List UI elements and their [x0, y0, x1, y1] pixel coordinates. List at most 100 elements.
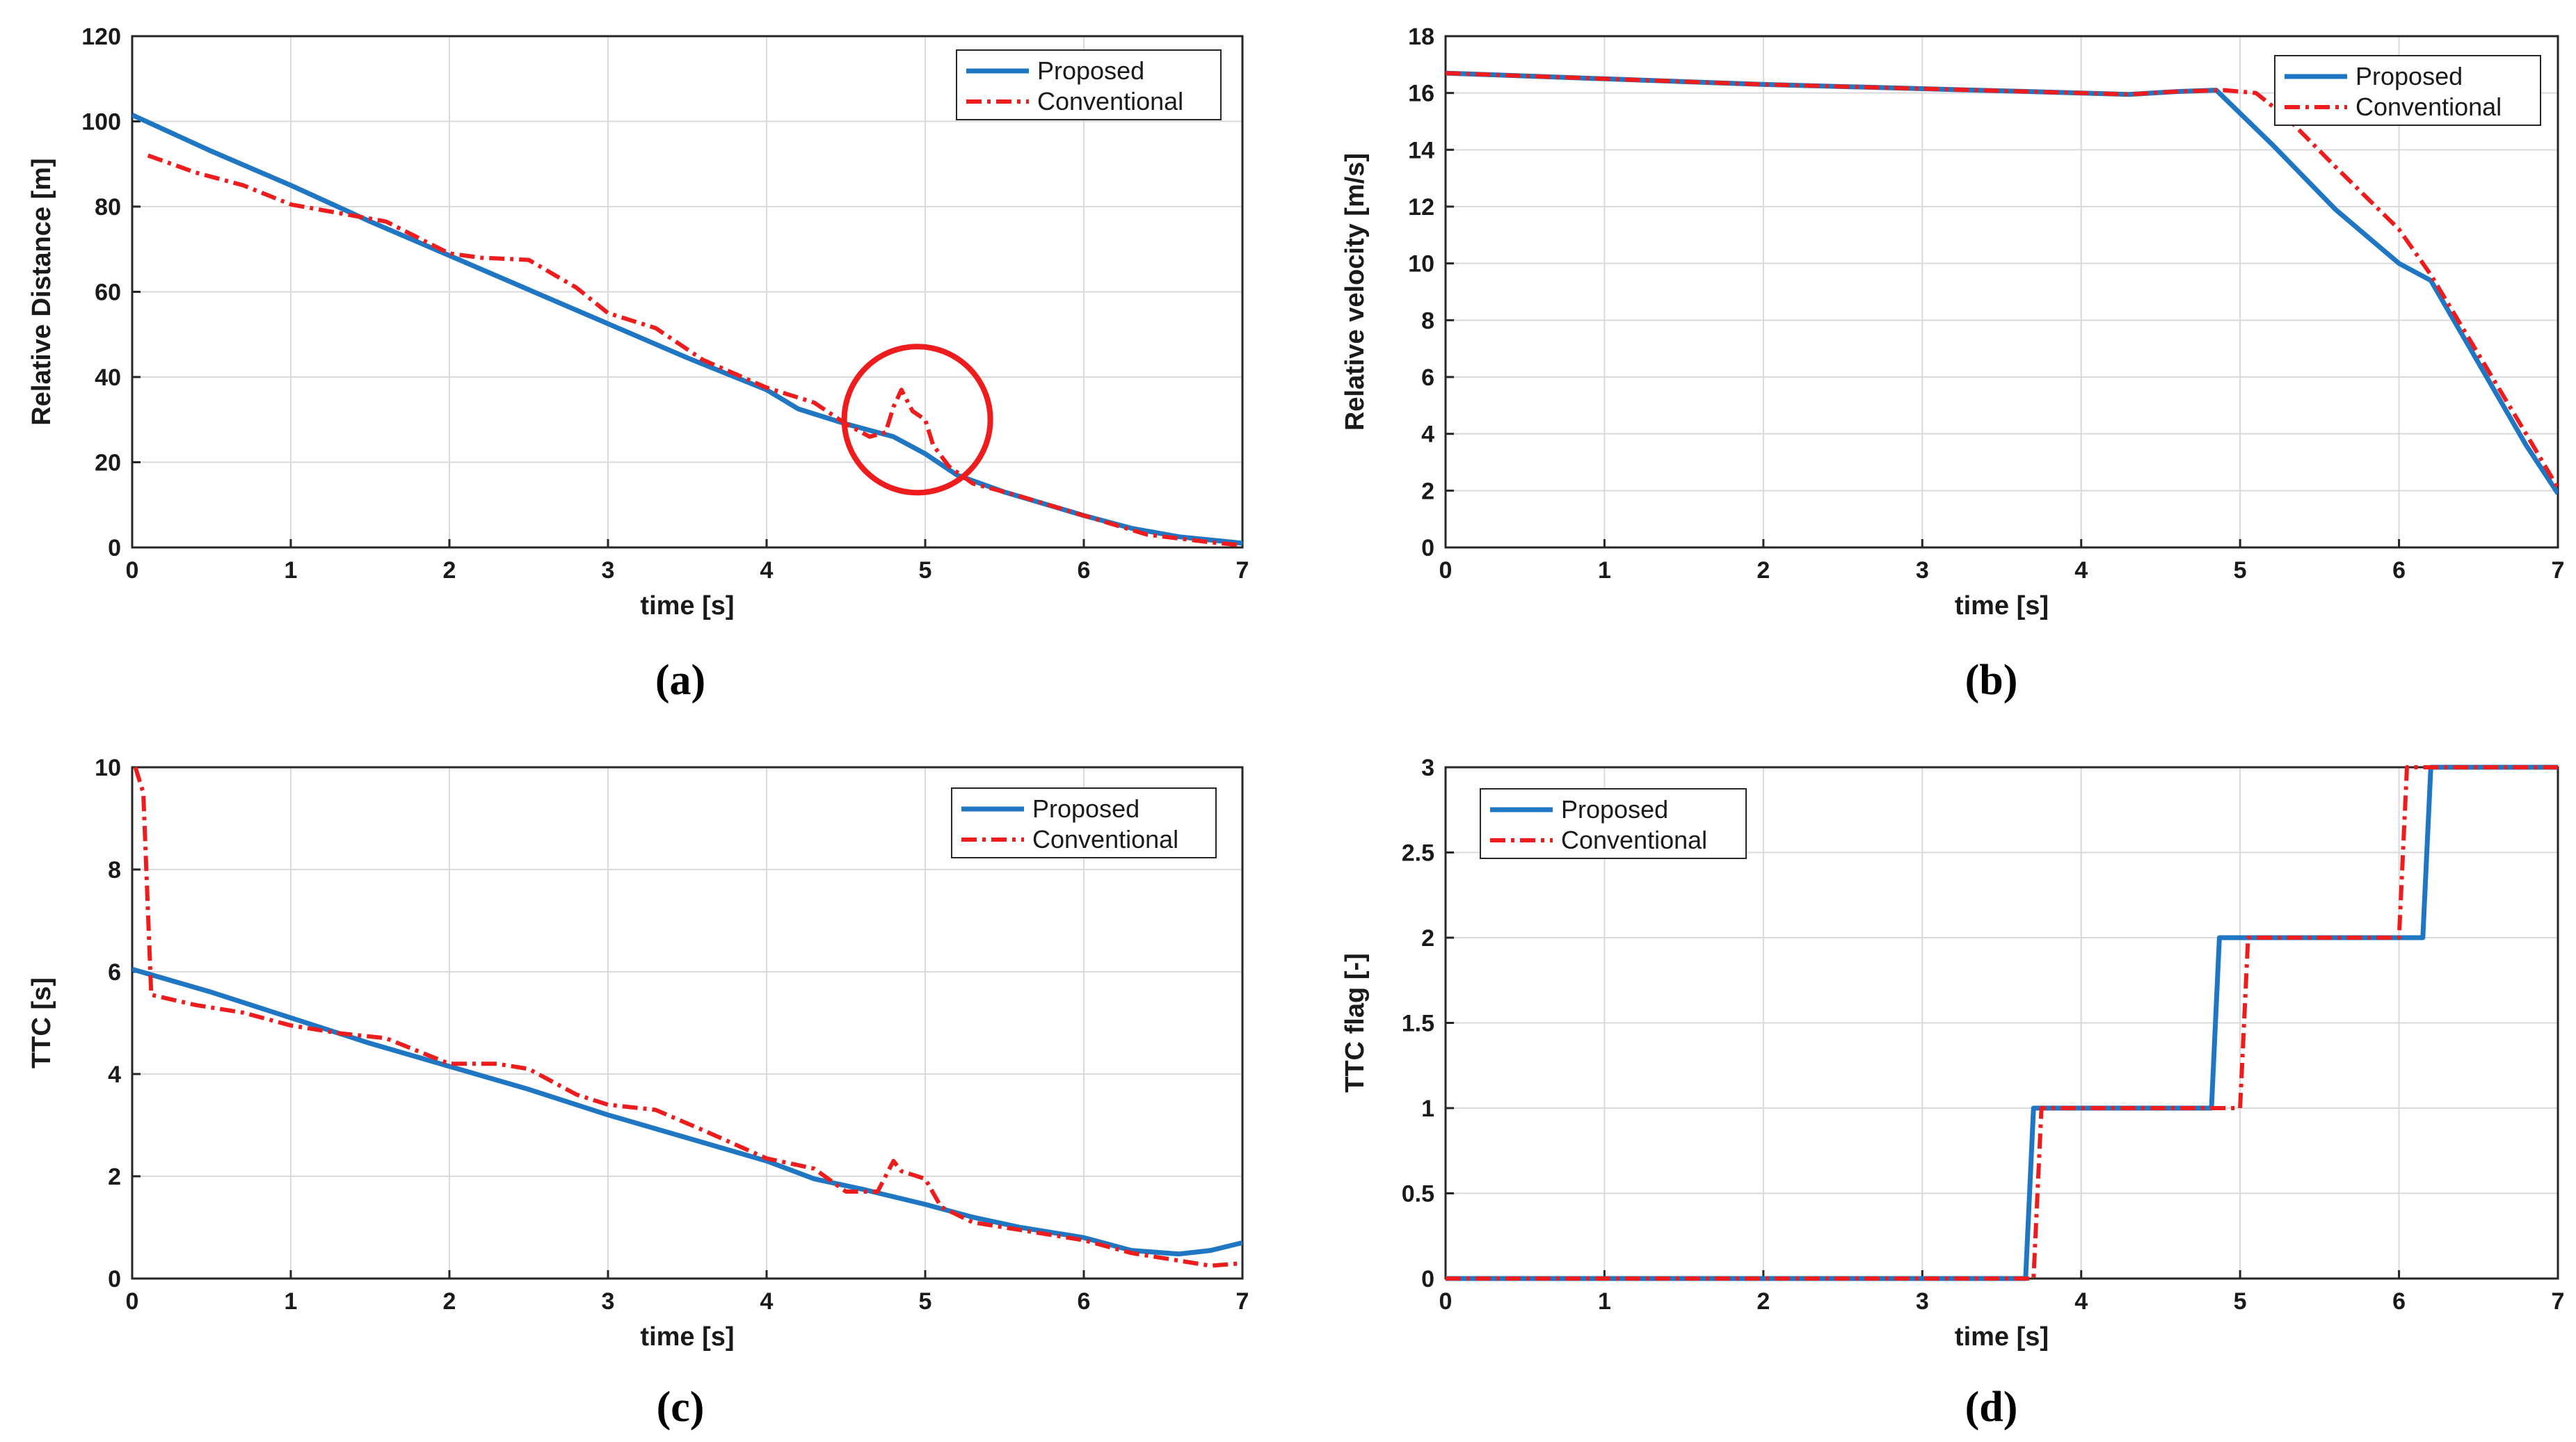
- x-tick-label: 4: [760, 557, 774, 584]
- x-tick-label: 7: [1236, 1288, 1249, 1315]
- panel-caption: (b): [1965, 657, 2018, 704]
- legend-label-conventional: Conventional: [2355, 93, 2502, 121]
- y-tick-label: 1.5: [1402, 1011, 1434, 1037]
- y-tick-label: 40: [95, 364, 121, 391]
- x-tick-label: 0: [1439, 1288, 1453, 1315]
- y-axis-label: TTC flag [-]: [1341, 953, 1370, 1093]
- legend-label-conventional: Conventional: [1032, 825, 1178, 854]
- y-tick-label: 3: [1421, 755, 1434, 781]
- panel-c: 0 1 2 3 4 5 6 7 0 2 4 6 8 10 time [s] TTC [s] ProposedCo…: [27, 755, 1249, 1431]
- legend-box: [951, 787, 1217, 858]
- y-tick-label: 120: [81, 24, 121, 50]
- panel-caption: (a): [655, 657, 705, 704]
- x-tick-label: 4: [2074, 1288, 2088, 1315]
- y-tick-label: 1: [1421, 1096, 1434, 1122]
- panel-caption: (d): [1965, 1384, 2018, 1431]
- series-line-proposed: [1446, 764, 2558, 1281]
- y-tick-label: 4: [1421, 422, 1434, 448]
- y-tick-label: 10: [1408, 251, 1434, 278]
- y-tick-label: 20: [95, 450, 121, 476]
- y-tick-label: 0: [108, 535, 121, 561]
- x-tick-label: 3: [602, 557, 615, 584]
- x-tick-label: 2: [1757, 1288, 1770, 1315]
- y-tick-label: 60: [95, 280, 121, 306]
- legend-box: [956, 49, 1222, 120]
- series-line-conventional: [1446, 71, 2558, 489]
- y-tick-label: 100: [81, 109, 121, 136]
- y-tick-label: 8: [1421, 307, 1434, 334]
- panel-d: 0 1 2 3 4 5 6 7 0 0.5 1 1.5 2 2.5 3 time [s] TTC flag [-…: [1341, 755, 2564, 1431]
- series-line-proposed: [132, 966, 1242, 1257]
- y-tick-label: 0: [1421, 1266, 1434, 1292]
- x-axis-label: time [s]: [1955, 1322, 2049, 1352]
- x-tick-label: 3: [1916, 557, 1929, 584]
- x-tick-label: 4: [760, 1288, 774, 1315]
- y-tick-label: 0: [1421, 535, 1434, 561]
- x-tick-label: 0: [126, 557, 139, 584]
- y-tick-label: 2: [1421, 478, 1434, 504]
- legend-label-proposed: Proposed: [1561, 795, 1668, 824]
- legend-label-proposed: Proposed: [1032, 794, 1139, 823]
- y-axis-label: Relative Distance [m]: [27, 158, 56, 425]
- panel-caption: (c): [657, 1384, 705, 1431]
- x-tick-label: 4: [2074, 557, 2088, 584]
- x-tick-label: 5: [919, 557, 932, 584]
- x-tick-label: 3: [1916, 1288, 1929, 1315]
- series-line-conventional: [147, 153, 1242, 547]
- x-tick-label: 6: [2392, 557, 2406, 584]
- y-tick-label: 12: [1408, 194, 1434, 221]
- y-tick-label: 14: [1408, 137, 1434, 163]
- x-tick-label: 1: [285, 557, 298, 584]
- series-line-conventional: [1446, 765, 2558, 1281]
- legend-box: [1480, 788, 1747, 859]
- axes-frame: [1444, 35, 2559, 549]
- axes-frame: [131, 766, 1244, 1280]
- legend-label-proposed: Proposed: [1037, 56, 1144, 85]
- y-tick-label: 0.5: [1402, 1181, 1434, 1208]
- x-tick-label: 5: [919, 1288, 932, 1315]
- x-tick-label: 2: [1757, 557, 1770, 584]
- x-tick-label: 1: [285, 1288, 298, 1315]
- x-axis-label: time [s]: [640, 591, 734, 620]
- x-tick-label: 1: [1598, 1288, 1611, 1315]
- y-tick-label: 18: [1408, 24, 1434, 50]
- y-tick-label: 8: [108, 857, 121, 883]
- y-tick-label: 2: [108, 1164, 121, 1190]
- y-axis-label: Relative velocity [m/s]: [1341, 153, 1370, 431]
- x-tick-label: 6: [1078, 557, 1091, 584]
- y-axis-label: TTC [s]: [27, 977, 56, 1068]
- panel-a: 0 1 2 3 4 5 6 7 0 20 40 60 80 100 120 time [s] Relative …: [27, 24, 1249, 704]
- y-tick-label: 10: [95, 755, 121, 781]
- series-line-conventional: [133, 767, 1242, 1268]
- x-tick-label: 1: [1598, 557, 1611, 584]
- y-tick-label: 6: [1421, 364, 1434, 391]
- y-tick-label: 0: [108, 1266, 121, 1292]
- x-tick-label: 7: [2552, 557, 2565, 584]
- x-tick-label: 2: [443, 557, 456, 584]
- x-tick-label: 7: [2552, 1288, 2565, 1315]
- x-tick-label: 3: [602, 1288, 615, 1315]
- x-tick-label: 5: [2234, 1288, 2247, 1315]
- x-tick-label: 0: [126, 1288, 139, 1315]
- x-tick-label: 7: [1236, 557, 1249, 584]
- x-axis-label: time [s]: [640, 1322, 734, 1352]
- highlight-circle: [841, 344, 993, 496]
- y-tick-label: 16: [1408, 81, 1434, 107]
- legend-label-conventional: Conventional: [1561, 826, 1707, 854]
- x-tick-label: 6: [2392, 1288, 2406, 1315]
- x-tick-label: 6: [1078, 1288, 1091, 1315]
- y-tick-label: 6: [108, 959, 121, 986]
- x-tick-label: 0: [1439, 557, 1453, 584]
- x-axis-label: time [s]: [1955, 591, 2049, 620]
- y-tick-label: 80: [95, 194, 121, 221]
- legend-box: [2274, 55, 2541, 126]
- x-tick-label: 5: [2234, 557, 2247, 584]
- y-tick-label: 2: [1421, 925, 1434, 952]
- x-tick-label: 2: [443, 1288, 456, 1315]
- legend-label-conventional: Conventional: [1037, 87, 1183, 115]
- y-tick-label: 2.5: [1402, 840, 1434, 867]
- legend-label-proposed: Proposed: [2355, 62, 2463, 90]
- y-tick-label: 4: [108, 1062, 121, 1088]
